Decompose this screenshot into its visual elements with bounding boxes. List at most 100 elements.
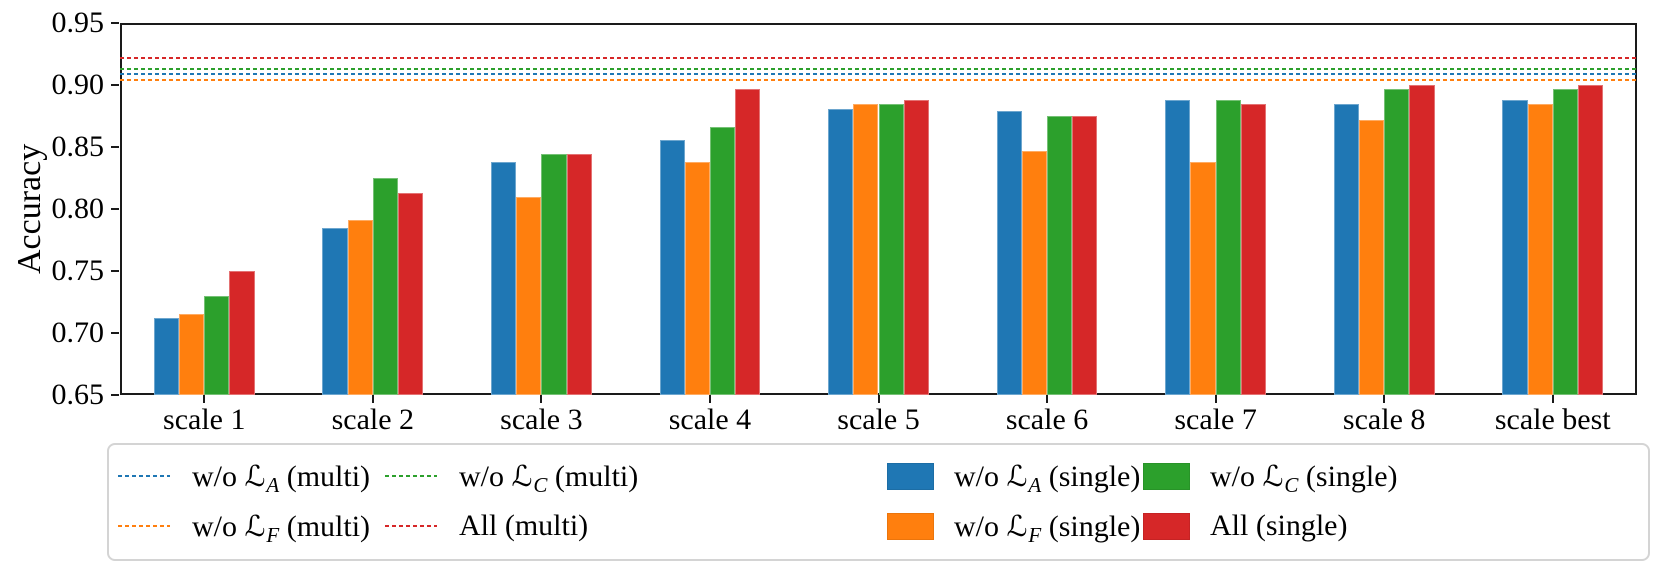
bar <box>398 192 424 395</box>
bar <box>709 127 736 395</box>
y-tick-label: 0.75 <box>51 254 105 287</box>
legend-label: w/o ℒF (single) <box>954 508 1141 547</box>
bar <box>1215 99 1241 395</box>
y-tick-mark <box>111 84 119 86</box>
x-tick-label: scale 2 <box>331 403 415 436</box>
y-tick-mark <box>111 270 119 272</box>
bar <box>996 111 1022 395</box>
legend-item: w/o ℒC (single) <box>1143 456 1398 497</box>
bar <box>735 88 761 395</box>
bar <box>1527 103 1553 395</box>
bar <box>1384 88 1410 395</box>
legend-item: w/o ℒC (multi) <box>385 456 639 497</box>
x-tick-mark <box>203 395 206 403</box>
script-L-symbol: ℒ <box>244 458 266 493</box>
y-tick-label: 0.70 <box>51 316 105 349</box>
x-tick-mark <box>1214 395 1217 403</box>
legend-label: w/o ℒC (single) <box>1210 458 1398 497</box>
bar <box>1502 99 1528 395</box>
legend-dashed-line-swatch <box>385 525 437 527</box>
dashed-line <box>120 79 1637 82</box>
bar <box>1240 103 1266 395</box>
bar <box>153 318 180 395</box>
bar <box>903 99 929 395</box>
bar <box>828 108 854 395</box>
bar <box>1021 150 1048 395</box>
legend-item: w/o ℒF (single) <box>887 506 1141 547</box>
dashed-line <box>120 56 1637 59</box>
script-L-subscript: F <box>1028 522 1042 547</box>
bar <box>372 178 399 395</box>
script-L-subscript: F <box>266 522 280 547</box>
bar <box>516 196 542 395</box>
legend-dashed-line-swatch <box>118 525 170 527</box>
script-L-subscript: A <box>266 472 280 497</box>
x-tick-label: scale best <box>1494 403 1611 436</box>
legend-dashed-line-swatch <box>385 475 437 477</box>
bar <box>179 314 205 395</box>
x-tick-mark <box>1383 395 1386 403</box>
bar <box>684 161 710 395</box>
script-L-symbol: ℒ <box>1262 458 1284 493</box>
legend-patch-swatch <box>1143 512 1190 540</box>
y-tick-label: 0.95 <box>51 6 105 39</box>
bar <box>322 227 348 395</box>
dashed-line <box>120 67 1637 70</box>
bar <box>1577 85 1604 395</box>
legend-item: All (single) <box>1143 506 1347 546</box>
x-tick-mark <box>877 395 880 403</box>
bar <box>229 271 255 395</box>
legend-item: w/o ℒA (single) <box>887 456 1140 497</box>
bar <box>853 103 879 395</box>
x-tick-mark <box>1046 395 1049 403</box>
y-tick-label: 0.90 <box>51 68 105 101</box>
y-tick-mark <box>111 394 119 396</box>
legend-label: All (multi) <box>459 509 589 542</box>
legend-patch-swatch <box>887 512 934 540</box>
script-L-subscript: C <box>533 472 548 497</box>
script-L-subscript: A <box>1028 472 1042 497</box>
bar <box>541 154 567 395</box>
bar <box>490 161 517 395</box>
y-tick-mark <box>111 146 119 148</box>
legend-label: w/o ℒC (multi) <box>459 458 639 497</box>
x-tick-mark <box>540 395 543 403</box>
x-tick-label: scale 1 <box>163 403 246 436</box>
y-tick-label: 0.65 <box>51 378 105 411</box>
bar <box>347 220 373 395</box>
x-tick-label: scale 7 <box>1174 403 1257 436</box>
x-tick-label: scale 5 <box>837 403 920 436</box>
bar <box>1552 88 1578 395</box>
x-tick-label: scale 6 <box>1005 403 1089 436</box>
bar <box>1165 99 1191 395</box>
legend-label: w/o ℒF (multi) <box>192 508 371 547</box>
x-tick-mark <box>371 395 374 403</box>
legend-item: w/o ℒA (multi) <box>118 456 371 497</box>
legend-label: w/o ℒA (multi) <box>192 458 371 497</box>
bar <box>878 103 904 395</box>
y-tick-label: 0.85 <box>51 130 105 163</box>
legend-item: All (multi) <box>385 506 588 546</box>
y-tick-mark <box>111 332 119 334</box>
bar <box>1190 161 1216 395</box>
script-L-subscript: C <box>1284 472 1299 497</box>
bar <box>204 295 230 395</box>
legend-label: All (single) <box>1210 509 1348 542</box>
bar <box>1047 116 1073 395</box>
y-tick-label: 0.80 <box>51 192 105 225</box>
script-L-symbol: ℒ <box>244 508 266 543</box>
legend-item: w/o ℒF (multi) <box>118 506 371 547</box>
x-tick-label: scale 4 <box>668 403 752 436</box>
y-tick-mark <box>111 22 119 24</box>
legend <box>107 443 1650 561</box>
x-tick-label: scale 8 <box>1342 403 1426 436</box>
script-L-symbol: ℒ <box>1006 458 1028 493</box>
legend-patch-swatch <box>1143 462 1190 490</box>
bar <box>1333 103 1359 395</box>
x-tick-label: scale 3 <box>500 403 583 436</box>
bar <box>1409 85 1435 395</box>
bar <box>1072 116 1098 395</box>
script-L-symbol: ℒ <box>511 458 533 493</box>
bar <box>1358 119 1385 395</box>
